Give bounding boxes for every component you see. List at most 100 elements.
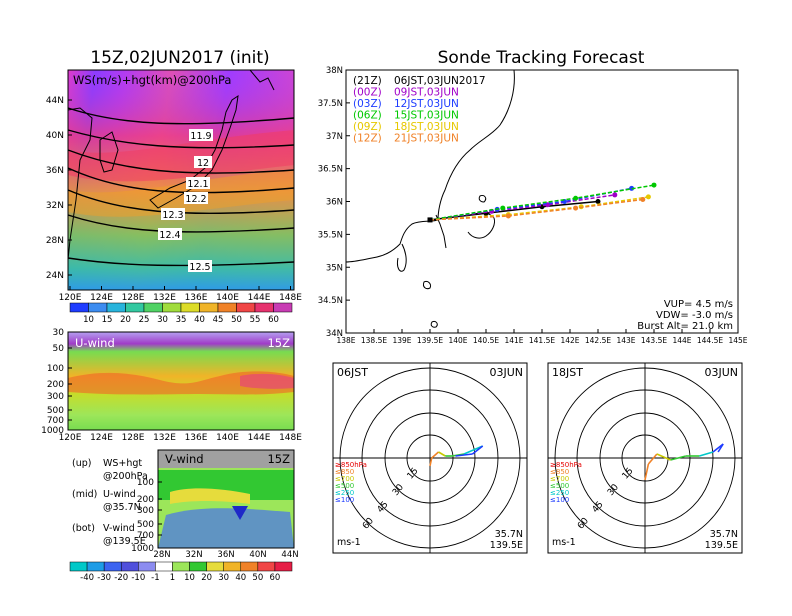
map-lon-axis: 120E 124E 128E 132E 136E 140E 144E 148E bbox=[59, 286, 302, 303]
hodograph-level: ≤500 bbox=[550, 482, 569, 490]
hodograph-level: ≤250 bbox=[550, 489, 569, 497]
colorbar-swatch bbox=[206, 561, 224, 572]
hodograph-trace bbox=[717, 443, 724, 453]
height-contour bbox=[67, 149, 295, 174]
track-legend-utc: (12Z) bbox=[353, 133, 382, 145]
map-colorbar: 10 15 20 25 30 35 40 45 50 55 60 bbox=[69, 302, 293, 325]
hodograph-level: ≤500 bbox=[335, 482, 354, 490]
colorbar-swatch bbox=[172, 561, 190, 572]
u-pressure-tick-label: 300 bbox=[47, 392, 64, 402]
track-lat-tick-label: 35.5N bbox=[318, 230, 343, 240]
track-lon-tick-label: 140.5E bbox=[473, 336, 499, 345]
colorbar-swatch bbox=[189, 561, 207, 572]
map-lat-tick-label: 24N bbox=[46, 271, 64, 281]
v-pressure-tick-label: 1000 bbox=[131, 544, 154, 554]
colorbar-label: 45 bbox=[213, 315, 224, 325]
v-wind-lat-axis: 28N 32N 36N 40N 44N bbox=[153, 550, 298, 560]
contour-label: 12.5 bbox=[188, 260, 212, 273]
hodograph-level: ≤850 bbox=[550, 468, 569, 476]
height-contour bbox=[67, 107, 295, 125]
track-legend-jst: 09JST,03JUN bbox=[394, 87, 459, 99]
track-lon-tick-label: 141E bbox=[504, 336, 523, 345]
track-lat-tick-label: 37N bbox=[326, 132, 343, 142]
v-wind-yellow bbox=[170, 488, 250, 504]
contour-label: 12.3 bbox=[161, 208, 185, 221]
track-lat-tick-label: 34.5N bbox=[318, 296, 343, 306]
track-lon-tick-label: 144.5E bbox=[697, 336, 723, 345]
height-contour bbox=[67, 189, 295, 215]
hodograph-lon: 139.5E bbox=[705, 540, 738, 551]
u-lon-tick-label: 140E bbox=[216, 433, 239, 443]
hodograph-date: 03JUN bbox=[704, 366, 738, 379]
hodograph-level: ≤700 bbox=[550, 475, 569, 483]
track-point bbox=[573, 205, 579, 211]
map-panel-label: WS(m/s)+hgt(km)@200hPa bbox=[73, 73, 231, 87]
track-point bbox=[505, 213, 511, 219]
track-legend-utc: (03Z) bbox=[353, 98, 382, 110]
map-lat-axis: 44N 40N 36N 32N 28N 24N bbox=[46, 96, 72, 281]
track-lon-tick-label: 143.5E bbox=[641, 336, 667, 345]
map-lon-tick-label: 132E bbox=[153, 293, 176, 303]
hodograph-level: ≤100 bbox=[335, 496, 354, 504]
jet-core-band bbox=[68, 130, 294, 182]
u-lon-tick-label: 124E bbox=[90, 433, 113, 443]
track-legend-utc: (21Z) bbox=[353, 75, 382, 87]
colorbar-swatch bbox=[162, 302, 182, 313]
colorbar-label: 50 bbox=[252, 573, 263, 583]
map-lon-tick-label: 124E bbox=[90, 293, 113, 303]
track-lat-tick-label: 35N bbox=[326, 263, 343, 273]
colorbar-label: 40 bbox=[194, 315, 205, 325]
hodograph-level: ≥850hPa bbox=[335, 461, 367, 469]
colorbar-swatch bbox=[254, 302, 274, 313]
coastline-sakhalin bbox=[249, 69, 275, 91]
map-lat-tick-label: 36N bbox=[46, 166, 64, 176]
hodograph-trace bbox=[670, 455, 687, 461]
launch-site-marker bbox=[427, 217, 433, 223]
hodograph-lat: 35.7N bbox=[710, 529, 738, 540]
legend-desc: @35.7N bbox=[103, 502, 141, 513]
map-lat-tick-label: 44N bbox=[46, 96, 64, 106]
colorbar-swatch bbox=[199, 302, 219, 313]
hodograph-level: ≤250 bbox=[335, 489, 354, 497]
hodograph-trace bbox=[656, 453, 671, 461]
legend-tag: (mid) bbox=[72, 489, 97, 500]
hodograph-trace bbox=[455, 453, 473, 457]
svg-text:12.3: 12.3 bbox=[162, 210, 183, 221]
track-point bbox=[645, 194, 651, 200]
colorbar-swatch bbox=[274, 561, 293, 572]
colorbar-swatch bbox=[125, 302, 145, 313]
hodograph-time: 18JST bbox=[552, 366, 583, 379]
colorbar-swatch bbox=[69, 302, 89, 313]
contour-label: 12.1 bbox=[186, 177, 210, 190]
right-title: Sonde Tracking Forecast bbox=[438, 48, 645, 68]
v-pressure-tick-label: 500 bbox=[137, 520, 154, 530]
colorbar-swatch bbox=[106, 302, 126, 313]
u-pressure-tick-label: 500 bbox=[47, 406, 64, 416]
legend-tag: (up) bbox=[72, 458, 91, 469]
track-point bbox=[612, 192, 618, 198]
track-point bbox=[573, 195, 579, 201]
u-lon-tick-label: 132E bbox=[153, 433, 176, 443]
track-lat-tick-label: 34N bbox=[326, 329, 343, 339]
u-pressure-tick-label: 200 bbox=[47, 380, 64, 390]
colorbar-swatch bbox=[86, 561, 105, 572]
track-point bbox=[595, 199, 601, 204]
track-lon-tick-label: 143E bbox=[616, 336, 635, 345]
colorbar-label: 60 bbox=[270, 573, 281, 583]
colorbar-label: 25 bbox=[139, 315, 150, 325]
track-line bbox=[429, 184, 655, 221]
hodograph-trace bbox=[431, 451, 440, 459]
track-info-line: Burst Alt= 21.0 km bbox=[637, 321, 733, 332]
u-lon-tick-label: 136E bbox=[185, 433, 208, 443]
map-lon-tick-label: 120E bbox=[59, 293, 82, 303]
hodograph-lat: 35.7N bbox=[495, 529, 523, 540]
u-wind-lon-axis: 120E 124E 128E 132E 136E 140E 144E 148E bbox=[59, 433, 303, 443]
track-legend-jst: 12JST,03JUN bbox=[394, 98, 459, 110]
v-wind-blue-core bbox=[232, 506, 248, 520]
u-pressure-tick-label: 30 bbox=[53, 328, 65, 338]
left-title: 15Z,02JUN2017 (init) bbox=[90, 48, 269, 68]
colorbar-swatch bbox=[155, 561, 173, 572]
height-contour bbox=[67, 129, 295, 149]
colorbar-swatch bbox=[217, 302, 237, 313]
